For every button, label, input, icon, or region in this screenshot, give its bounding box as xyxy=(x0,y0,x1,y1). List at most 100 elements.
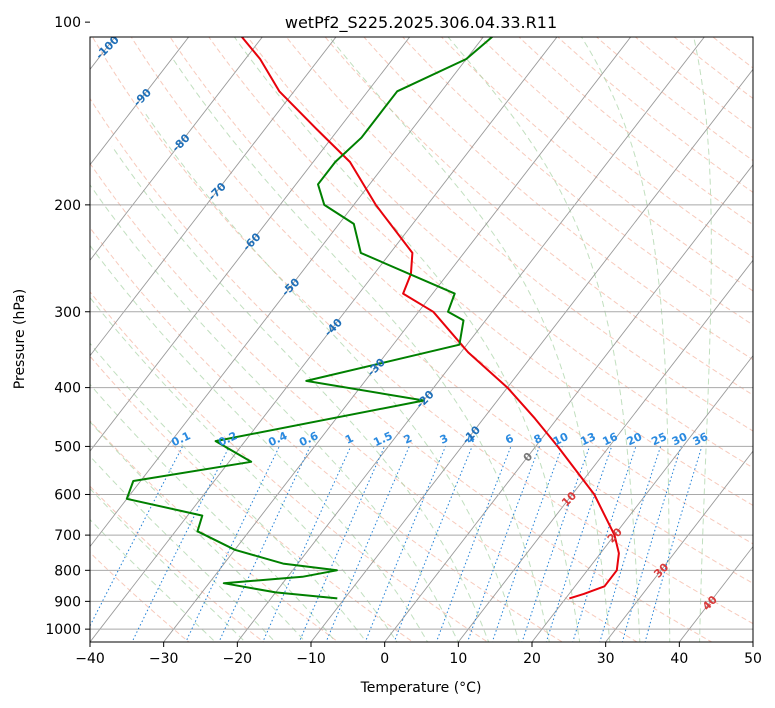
background-lines xyxy=(90,11,775,655)
isotherm-label: -40 xyxy=(322,316,345,339)
moist-adiabat-label: 40 xyxy=(700,593,720,613)
isotherm xyxy=(457,259,753,642)
y-tick-label: 400 xyxy=(54,381,81,397)
dry-adiabat xyxy=(402,37,753,326)
dry-adiabat xyxy=(557,37,753,193)
mixing-ratio-line xyxy=(466,446,540,642)
mixing-ratio-line xyxy=(491,446,563,642)
isotherm xyxy=(310,68,753,642)
dry-adiabat xyxy=(90,420,340,642)
y-tick-label: 900 xyxy=(54,594,81,610)
dry-adiabat xyxy=(90,291,489,642)
contour-labels: 0.1 0.2 0.4 0.6 1 1.5 2 3 4 6 8 10 13 16 20 25 30 36-100-… xyxy=(93,37,720,613)
moist-adiabat xyxy=(143,110,520,642)
moist-adiabat xyxy=(90,383,337,642)
isotherm-label: -50 xyxy=(279,275,302,298)
x-tick-label: 20 xyxy=(523,651,541,667)
dry-adiabat xyxy=(440,37,753,292)
y-tick-label: 700 xyxy=(54,528,81,544)
moist-adiabat xyxy=(111,145,490,642)
isotherm-label: -20 xyxy=(413,388,436,411)
mixing-ratio-label: 13 xyxy=(578,430,597,448)
dry-adiabat xyxy=(90,551,190,642)
isotherm xyxy=(384,164,753,642)
x-tick-label: 0 xyxy=(380,651,389,667)
isotherm xyxy=(90,37,337,357)
data-lines xyxy=(125,37,620,600)
x-tick-label: 40 xyxy=(670,651,688,667)
dry-adiabat xyxy=(90,355,414,642)
dry-adiabat xyxy=(756,11,775,655)
isotherm xyxy=(678,545,753,642)
y-tick-label: 500 xyxy=(54,439,81,455)
isotherm-label: -70 xyxy=(206,180,229,203)
moist-adiabat xyxy=(90,420,307,642)
moist-adiabat xyxy=(693,37,712,642)
dry-adiabat xyxy=(90,226,564,642)
moist-adiabat xyxy=(90,296,398,642)
moist-adiabat xyxy=(90,487,246,642)
mixing-ratio-line xyxy=(262,446,352,642)
y-axis-label: Pressure (hPa) xyxy=(12,289,28,389)
isotherm xyxy=(90,37,558,642)
y-tick-label: 800 xyxy=(54,563,81,579)
x-tick-label: 10 xyxy=(449,651,467,667)
dry-adiabat xyxy=(91,37,753,625)
y-tick-label: 1000 xyxy=(45,622,81,638)
isotherm-label: -90 xyxy=(131,86,154,109)
dry-adiabat xyxy=(285,37,753,432)
isotherm xyxy=(90,37,484,548)
mixing-ratio-label: 20 xyxy=(625,430,645,448)
mixing-ratio-line xyxy=(325,446,410,642)
isotherm xyxy=(163,37,632,642)
moist-adiabat xyxy=(90,455,276,642)
dry-adiabat xyxy=(595,37,753,162)
mixing-ratio-line xyxy=(185,446,280,642)
mixing-ratio-label: 10 xyxy=(551,430,571,448)
y-tick-label: 100 xyxy=(54,15,81,31)
dry-adiabat xyxy=(363,37,753,361)
isotherm xyxy=(90,37,263,261)
mixing-ratio-line xyxy=(521,446,591,642)
x-tick-label: 30 xyxy=(597,651,615,667)
moist-adiabat-label: 20 xyxy=(605,525,625,545)
mixing-ratio-line xyxy=(364,446,446,642)
isotherm xyxy=(605,450,753,642)
moist-adiabat xyxy=(90,183,459,642)
mixing-ratio-label: 25 xyxy=(649,430,668,448)
dry-adiabat xyxy=(712,37,753,69)
mixing-ratio-line xyxy=(218,446,311,642)
dry-adiabat xyxy=(518,37,753,226)
isotherm xyxy=(752,641,753,642)
moist-adiabat xyxy=(172,58,550,642)
dry-adiabat xyxy=(90,162,639,642)
dry-adiabat xyxy=(750,37,753,39)
x-tick-label: 50 xyxy=(744,651,762,667)
isotherm-label: -60 xyxy=(240,230,263,253)
isotherm xyxy=(90,37,411,452)
chart-title: wetPf2_S225.2025.306.04.33.R11 xyxy=(285,13,557,33)
x-axis-label: Temperature (°C) xyxy=(360,680,482,696)
dry-adiabat xyxy=(90,97,713,642)
dry-adiabat xyxy=(130,37,753,584)
y-tick-label: 300 xyxy=(54,305,81,321)
mixing-ratio-label: 6 xyxy=(503,432,516,447)
x-tick-label: −30 xyxy=(149,651,179,667)
dry-adiabat xyxy=(247,37,753,469)
dry-adiabat xyxy=(169,37,753,545)
moist-adiabat-label: 10 xyxy=(559,489,579,509)
mixing-ratio-label: 36 xyxy=(691,430,711,448)
isotherm-label: -30 xyxy=(365,355,388,378)
moist-adiabat xyxy=(233,37,581,642)
dewpoint-line xyxy=(125,37,494,600)
mixing-ratio-label: 2 xyxy=(402,432,414,447)
dry-adiabat xyxy=(324,37,753,396)
y-tick-label: 200 xyxy=(54,198,81,214)
mixing-ratio-label: 16 xyxy=(601,430,621,448)
moist-adiabat xyxy=(580,37,671,642)
moist-adiabat xyxy=(90,342,367,642)
isotherm xyxy=(531,354,753,642)
dry-adiabat xyxy=(634,37,753,130)
moist-adiabat xyxy=(90,518,216,642)
